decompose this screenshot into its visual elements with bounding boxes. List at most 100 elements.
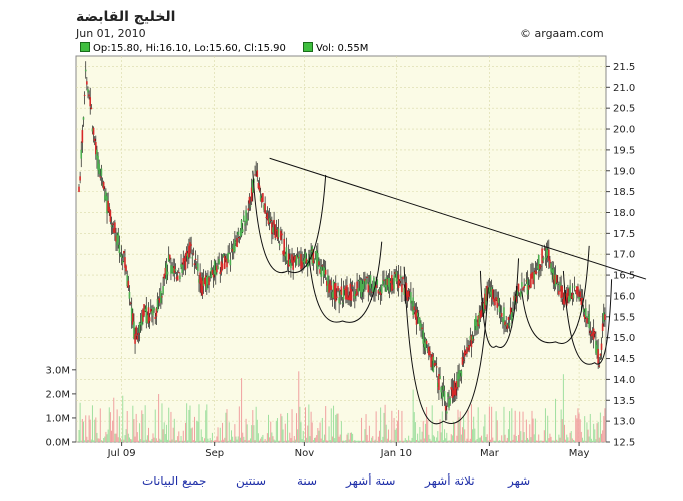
candle-body [442, 385, 445, 390]
candle-body [137, 333, 140, 335]
candle-body [174, 269, 177, 271]
candle-body [490, 287, 493, 298]
candle-body [337, 286, 339, 291]
candle-body [410, 292, 412, 304]
candle-body [533, 271, 536, 280]
candle-body [91, 128, 94, 132]
candle-body [299, 254, 301, 264]
candle-body [177, 272, 180, 274]
link-one-year[interactable]: سنة [297, 474, 318, 488]
candle-body [586, 317, 588, 324]
candle-body [221, 263, 224, 270]
candle-body [577, 286, 579, 297]
candle-body [553, 274, 556, 284]
candle-body [562, 298, 565, 305]
price-tick-label: 16.0 [613, 291, 635, 302]
candle-body [542, 258, 545, 261]
candle-body [578, 297, 580, 300]
candle-body [217, 266, 219, 270]
candle-body [259, 195, 262, 202]
candle-body [482, 303, 485, 313]
candle-body [133, 321, 135, 339]
candle-body [98, 163, 100, 175]
candle-body [561, 286, 564, 298]
legend-swatch-icon [303, 42, 313, 52]
candle-body [435, 366, 438, 368]
candle-body [96, 149, 98, 159]
candle-body [348, 295, 351, 301]
candle-body [361, 284, 364, 293]
candle-body [167, 255, 170, 262]
candle-body [321, 265, 324, 267]
candle-body [79, 176, 81, 181]
legend-volume: Vol: 0.55M [303, 42, 368, 54]
candle-body [511, 312, 513, 321]
candle-body [130, 307, 133, 321]
candle-body [280, 230, 282, 240]
candle-body [208, 277, 210, 286]
candle-body [88, 94, 90, 97]
candle-body [393, 275, 395, 289]
candle-body [593, 331, 596, 334]
candle-body [475, 316, 477, 326]
candle-body [189, 242, 191, 254]
candle-body [239, 230, 242, 237]
candle-body [357, 288, 359, 292]
candle-body [175, 277, 178, 280]
candle-body [286, 261, 289, 264]
link-all-data[interactable]: جميع البيانات [142, 474, 207, 488]
candle-body [157, 299, 160, 301]
candle-body [524, 285, 527, 287]
candle-body [87, 89, 89, 93]
candle-body [417, 317, 420, 324]
candle-body [248, 196, 251, 204]
candle-body [327, 275, 329, 292]
candle-body [114, 222, 116, 233]
candle-body [540, 265, 542, 267]
price-tick-label: 18.0 [613, 208, 635, 219]
candle-body [423, 342, 426, 348]
candle-body [528, 287, 531, 289]
candle-body [359, 279, 362, 293]
candle-body [405, 283, 408, 298]
candle-body [295, 255, 298, 266]
candle-body [267, 219, 270, 224]
link-two-years[interactable]: سنتين [236, 474, 267, 488]
candle-body [226, 258, 228, 268]
candle-body [600, 343, 603, 350]
candle-body [470, 335, 473, 348]
candle-body [471, 336, 474, 341]
candle-body [364, 278, 366, 282]
candle-body [109, 210, 112, 222]
candle-body [354, 291, 356, 299]
candle-body [135, 326, 137, 335]
candle-body [358, 280, 361, 282]
candle-body [265, 216, 268, 218]
candle-body [531, 272, 533, 279]
link-one-month[interactable]: شهر [508, 474, 531, 488]
candle-body [469, 335, 472, 340]
candle-body [276, 229, 279, 239]
candle-body [439, 376, 441, 379]
candle-body [581, 298, 584, 300]
candle-body [78, 186, 80, 192]
candle-body [263, 205, 265, 210]
link-three-months[interactable]: ثلاثة أشهر [425, 474, 475, 488]
candle-body [426, 350, 429, 352]
candle-body [421, 327, 423, 330]
candle-body [310, 250, 312, 252]
candle-body [272, 227, 274, 233]
legend-ohlc-text: Op:15.80, Hi:16.10, Lo:15.60, Cl:15.90 [93, 43, 286, 54]
link-six-months[interactable]: ستة أشهر [346, 474, 396, 488]
candle-body [523, 285, 525, 289]
candle-body [565, 293, 568, 306]
candle-body [387, 277, 390, 287]
candle-body [451, 388, 454, 398]
candle-body [367, 283, 370, 293]
candle-body [433, 363, 436, 366]
candle-body [339, 291, 342, 296]
candle-body [567, 288, 569, 298]
candle-body [546, 249, 549, 256]
candle-body [346, 285, 348, 300]
